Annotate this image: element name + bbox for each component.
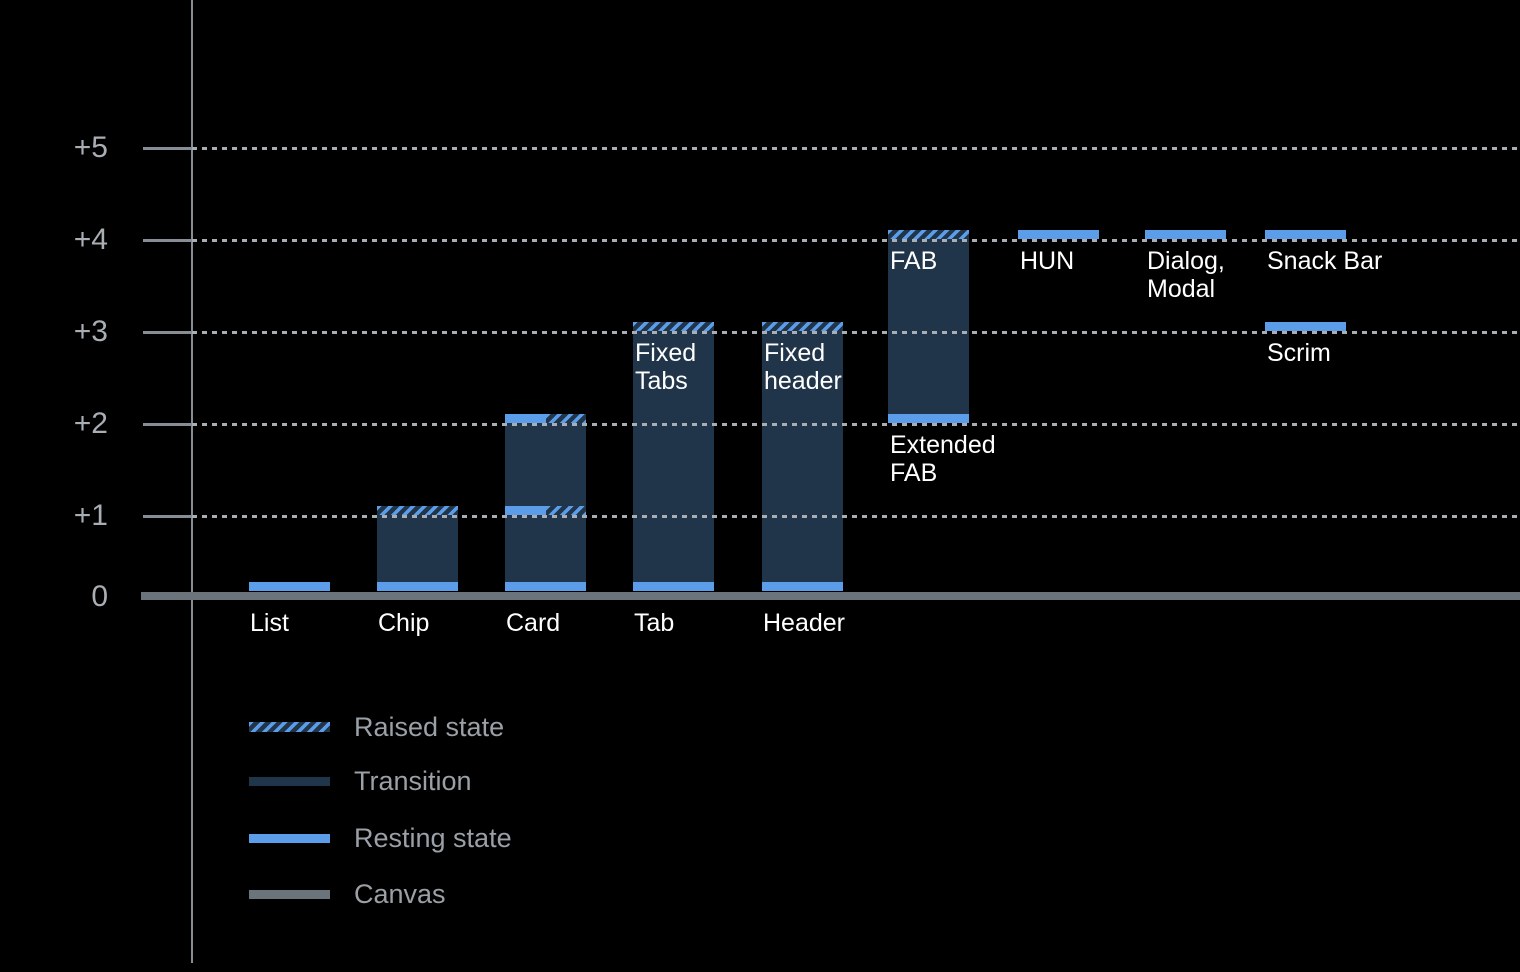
transition-swatch bbox=[249, 776, 330, 786]
bar-label-fab: FAB bbox=[890, 247, 938, 275]
legend-label-canvas: Canvas bbox=[354, 878, 446, 909]
legend-item-raised-state: Raised state bbox=[249, 712, 504, 742]
segment-resting bbox=[762, 582, 843, 591]
resting-state-swatch bbox=[249, 833, 330, 843]
segment-raised bbox=[762, 322, 843, 331]
segment-resting bbox=[1265, 230, 1346, 239]
canvas-swatch bbox=[249, 889, 330, 899]
segment-transition bbox=[505, 423, 586, 582]
segment-resting bbox=[888, 414, 969, 423]
segment-raised-half bbox=[545, 506, 586, 515]
category-label-tab: Tab bbox=[634, 609, 675, 637]
bar-list bbox=[249, 0, 330, 972]
category-label-list: List bbox=[250, 609, 289, 637]
legend-label-transition: Transition bbox=[354, 765, 472, 796]
segment-resting-raised bbox=[505, 506, 586, 515]
bar-fab bbox=[888, 0, 969, 972]
bar-label-hun: HUN bbox=[1020, 247, 1075, 275]
segment-resting-raised bbox=[505, 414, 586, 423]
y-axis-line bbox=[191, 0, 193, 963]
bar-hun bbox=[1018, 0, 1099, 972]
category-label-header: Header bbox=[763, 609, 845, 637]
category-label-chip: Chip bbox=[378, 609, 430, 637]
segment-raised bbox=[888, 230, 969, 239]
bar-header bbox=[762, 0, 843, 972]
segment-resting bbox=[249, 582, 330, 591]
legend-item-canvas: Canvas bbox=[249, 879, 446, 909]
segment-resting bbox=[1145, 230, 1226, 239]
canvas-baseline bbox=[141, 592, 1520, 600]
segment-transition bbox=[377, 515, 458, 582]
bar-scrim bbox=[1265, 0, 1346, 972]
segment-transition bbox=[762, 331, 843, 582]
bar-dialog-modal bbox=[1145, 0, 1226, 972]
legend-item-transition: Transition bbox=[249, 766, 472, 796]
legend-label-raised-state: Raised state bbox=[354, 711, 505, 742]
bar-label-header: Fixed header bbox=[764, 339, 842, 395]
bar-chip bbox=[377, 0, 458, 972]
raised-state-swatch bbox=[249, 722, 330, 732]
bar-card bbox=[505, 0, 586, 972]
segment-resting bbox=[1018, 230, 1099, 239]
segment-resting bbox=[505, 582, 586, 591]
segment-resting bbox=[633, 582, 714, 591]
bar-label-tab: Fixed Tabs bbox=[635, 339, 697, 395]
legend-item-resting-state: Resting state bbox=[249, 823, 512, 853]
segment-resting bbox=[1265, 322, 1346, 331]
segment-raised bbox=[633, 322, 714, 331]
bar-tab bbox=[633, 0, 714, 972]
bar-label-scrim: Scrim bbox=[1267, 339, 1331, 367]
segment-transition bbox=[633, 331, 714, 582]
bar-snack-bar bbox=[1265, 0, 1346, 972]
bar-label-dialog-modal: Dialog, Modal bbox=[1147, 247, 1225, 303]
segment-resting-half bbox=[505, 414, 546, 423]
segment-resting bbox=[377, 582, 458, 591]
segment-raised-half bbox=[545, 414, 586, 423]
segment-raised bbox=[377, 506, 458, 515]
bar-label-snack-bar: Snack Bar bbox=[1267, 247, 1383, 275]
segment-transition bbox=[888, 239, 969, 414]
category-label-card: Card bbox=[506, 609, 561, 637]
legend-label-resting-state: Resting state bbox=[354, 822, 512, 853]
segment-resting-half bbox=[505, 506, 546, 515]
bar-label-fab: Extended FAB bbox=[890, 431, 996, 487]
